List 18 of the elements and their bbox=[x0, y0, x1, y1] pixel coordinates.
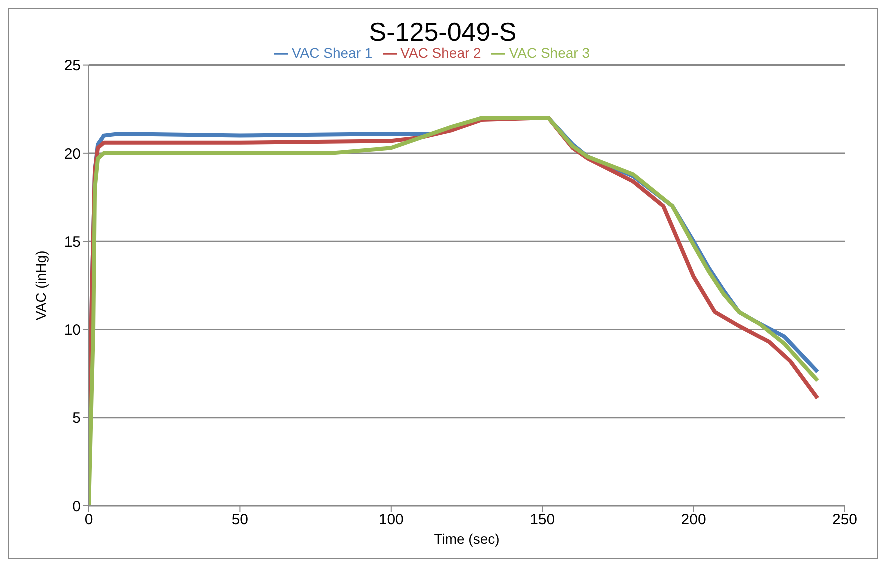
chart-title: S-125-049-S bbox=[368, 17, 518, 48]
x-tick-label: 50 bbox=[232, 512, 249, 529]
y-tick-label: 10 bbox=[64, 322, 81, 340]
y-tick-label: 25 bbox=[64, 58, 81, 75]
x-tick-label: 250 bbox=[832, 512, 858, 529]
y-axis-title: VAC (inHg) bbox=[32, 250, 49, 321]
legend-label: VAC Shear 1 bbox=[292, 45, 373, 61]
x-tick-label: 100 bbox=[378, 512, 404, 529]
x-tick-label: 200 bbox=[681, 512, 706, 529]
x-tick-label: 150 bbox=[530, 512, 556, 529]
legend-label: VAC Shear 2 bbox=[400, 45, 482, 61]
y-tick-label: 5 bbox=[72, 410, 81, 428]
y-tick-label: 0 bbox=[72, 498, 81, 516]
y-tick-label: 15 bbox=[64, 234, 81, 251]
x-axis-title: Time (sec) bbox=[434, 531, 500, 547]
x-tick-label: 0 bbox=[84, 512, 94, 529]
y-tick-label: 20 bbox=[64, 146, 81, 163]
legend-label: VAC Shear 3 bbox=[509, 45, 590, 61]
